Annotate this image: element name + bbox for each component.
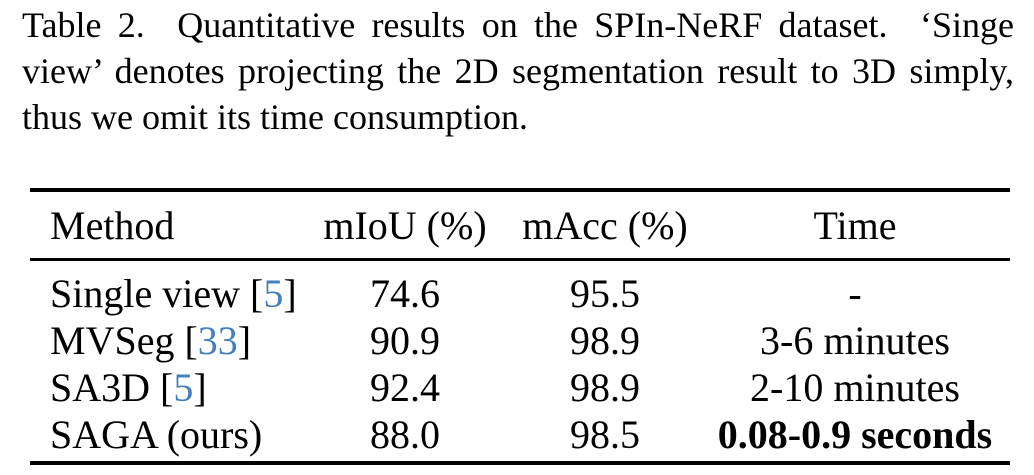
method-name: SAGA (ours)	[50, 411, 263, 457]
macc-cell: 98.9	[570, 364, 640, 410]
column-header-macc: mAcc (%)	[522, 202, 688, 248]
time-cell: 3-6 minutes	[760, 317, 950, 363]
column-header-time: Time	[813, 202, 897, 248]
citation-link[interactable]: 5	[173, 364, 194, 410]
cite-bracket-close: ]	[237, 317, 252, 363]
time-cell: -	[848, 270, 862, 316]
method-cell: SAGA (ours)	[30, 411, 300, 458]
table-row-mvseg: MVSeg [33] 90.9 98.9 3-6 minutes	[30, 317, 1010, 364]
table-bottom-rule	[30, 460, 1010, 465]
table-header-rule	[30, 258, 1010, 261]
table-row-saga: SAGA (ours) 88.0 98.5 0.08-0.9 seconds	[30, 411, 1010, 458]
table-row-sa3d: SA3D [5] 92.4 98.9 2-10 minutes	[30, 364, 1010, 411]
results-table: Method mIoU (%) mAcc (%) Time Single vie…	[30, 188, 1010, 465]
method-cell: SA3D [5]	[30, 364, 300, 411]
method-cell: Single view [5]	[30, 270, 300, 317]
miou-cell: 88.0	[370, 411, 440, 457]
macc-cell: 95.5	[570, 270, 640, 316]
cite-bracket-close: ]	[193, 364, 207, 410]
cite-bracket-open: [	[184, 317, 198, 363]
cite-bracket-open: [	[249, 270, 264, 316]
method-name: SA3D	[50, 364, 161, 410]
table-header-row: Method mIoU (%) mAcc (%) Time	[30, 192, 1010, 258]
time-cell: 2-10 minutes	[750, 364, 960, 410]
method-cell: MVSeg [33]	[30, 317, 300, 364]
citation-link[interactable]: 33	[197, 317, 238, 363]
caption-line-1: Table 2. Quantitative results on the SPI…	[22, 5, 1014, 45]
caption-line-3: thus we omit its time consumption.	[22, 97, 528, 137]
time-cell: 0.08-0.9 seconds	[717, 411, 993, 457]
table-body: Single view [5] 74.6 95.5 - MVSeg [33] 9…	[30, 261, 1010, 461]
cite-bracket-close: ]	[283, 270, 297, 316]
miou-cell: 74.6	[370, 270, 440, 316]
column-header-method: Method	[50, 202, 175, 248]
miou-cell: 90.9	[370, 317, 440, 363]
method-name: Single view	[50, 270, 250, 316]
table-caption: Table 2. Quantitative results on the SPI…	[22, 2, 1014, 140]
table-row-single-view: Single view [5] 74.6 95.5 -	[30, 270, 1010, 317]
macc-cell: 98.5	[570, 411, 640, 457]
caption-line-2: view’ denotes projecting the 2D segmenta…	[22, 51, 1014, 91]
cite-bracket-open: [	[160, 364, 174, 410]
citation-link[interactable]: 5	[263, 270, 284, 316]
column-header-miou: mIoU (%)	[323, 202, 487, 248]
table-top-rule	[30, 188, 1010, 192]
macc-cell: 98.9	[570, 317, 640, 363]
miou-cell: 92.4	[370, 364, 440, 410]
method-name: MVSeg	[50, 317, 185, 363]
